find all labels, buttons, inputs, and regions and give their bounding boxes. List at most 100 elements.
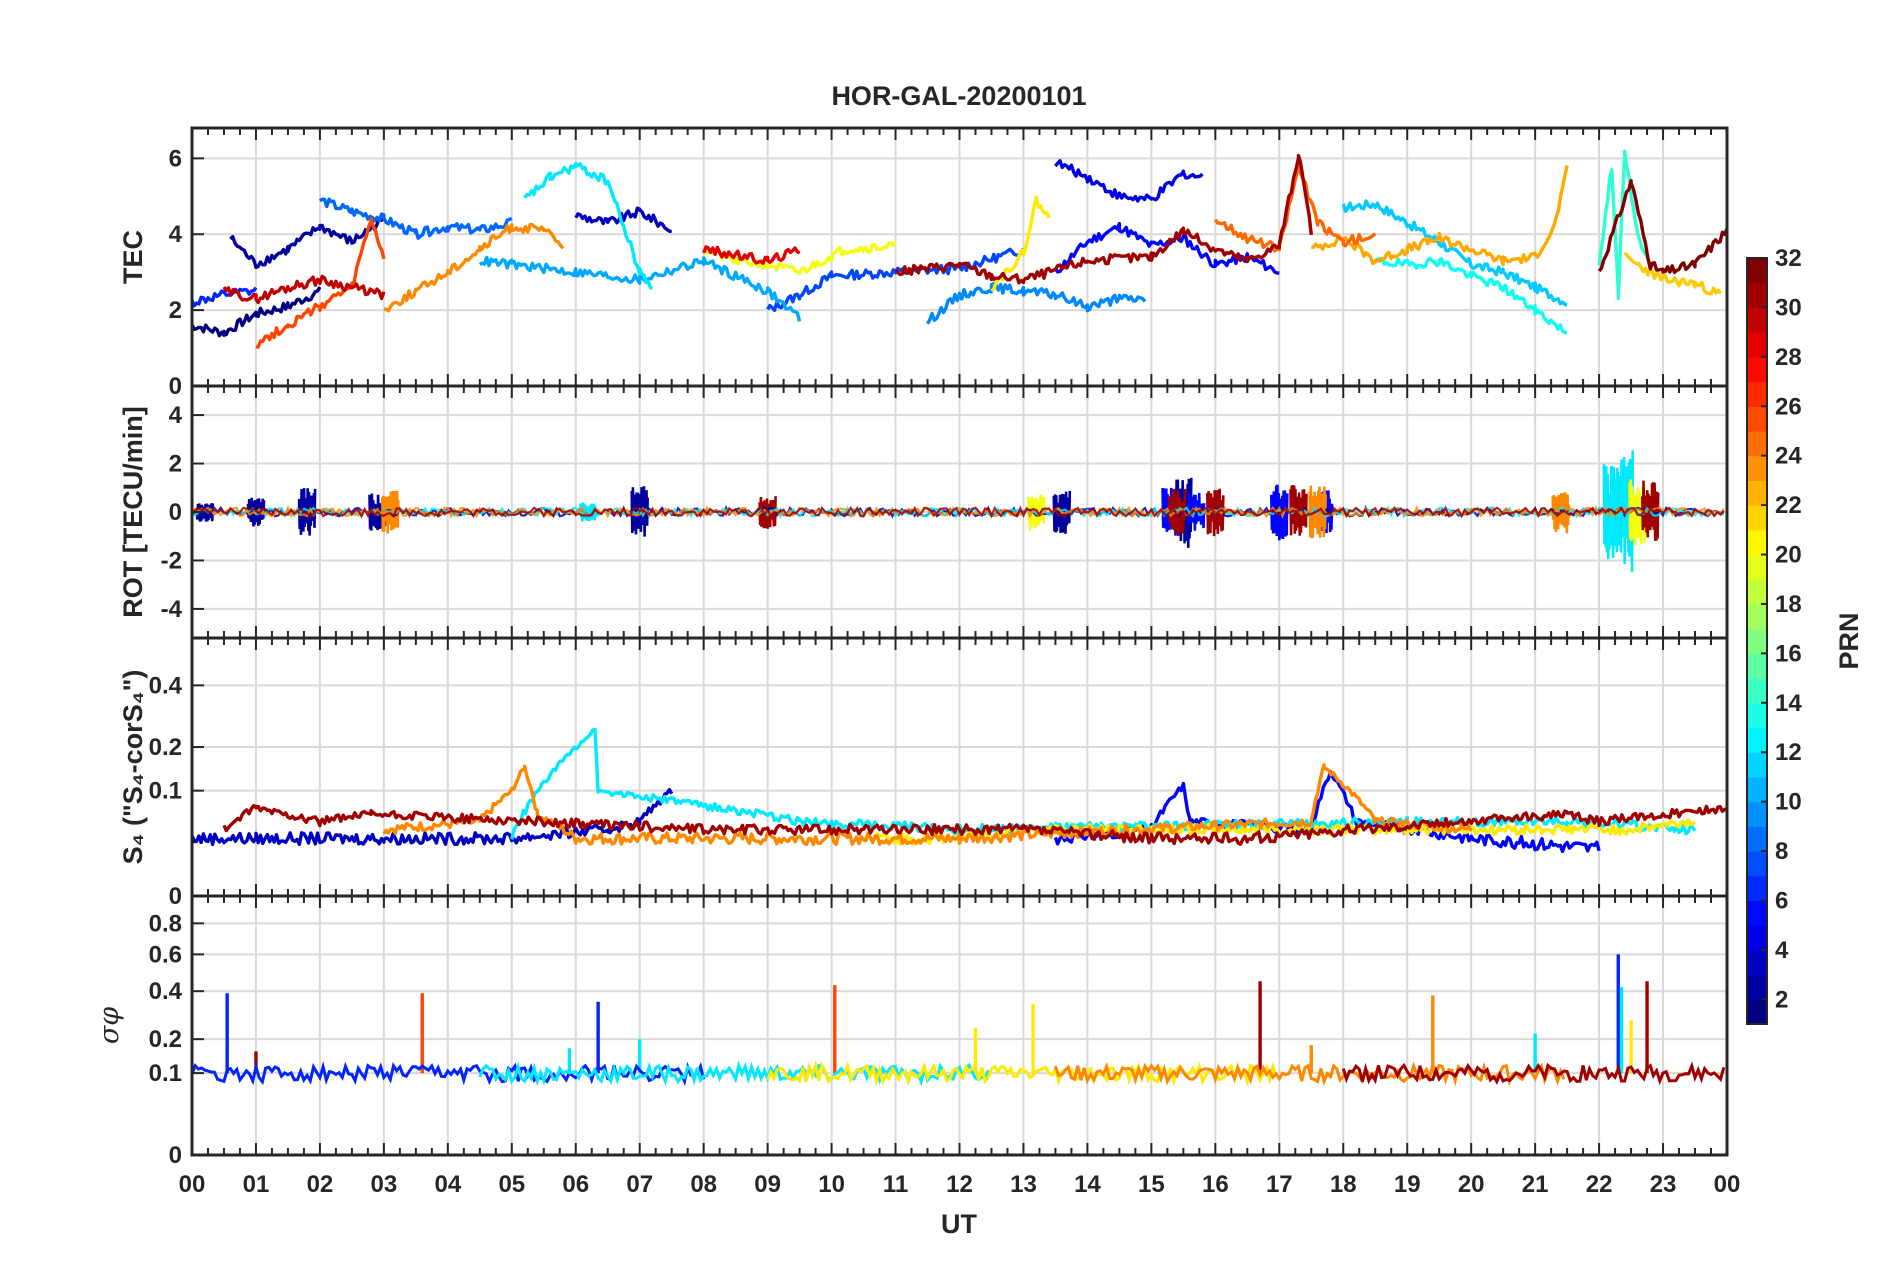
y-tick-label: 2 (169, 297, 182, 324)
colorbar-segment (1747, 776, 1767, 803)
colorbar-segment (1747, 455, 1767, 481)
x-tick-label: 13 (1010, 1171, 1037, 1198)
colorbar-segment (1747, 653, 1767, 679)
series-prn-20 (703, 240, 897, 275)
rot-burst-prn-31 (1641, 480, 1660, 541)
colorbar-segment (1747, 826, 1767, 852)
panel-sigma_phi: 0 0.1 0.2 0.4 0.6 0.8 σφ (94, 894, 1729, 1169)
colorbar-segment (1747, 529, 1767, 556)
rot-burst-prn-2 (297, 488, 317, 536)
panel-tec: 0 2 4 6 TEC (118, 126, 1729, 400)
y-axis-label-tec: TEC (118, 230, 148, 284)
x-tick-label: 04 (434, 1171, 461, 1198)
x-tick-label: 15 (1138, 1171, 1165, 1198)
series-prn-31 (222, 804, 1728, 846)
series-prn-30 (222, 274, 386, 305)
series-prn-10 (478, 255, 802, 322)
series-prn-22 (1623, 251, 1722, 296)
series-prn-21 (990, 195, 1051, 293)
series-prn-29 (702, 245, 801, 265)
colorbar-tick-label: 14 (1775, 690, 1802, 717)
colorbar-segment (1747, 480, 1767, 506)
colorbar-segment (1747, 603, 1767, 630)
colorbar-segment (1747, 356, 1767, 383)
colorbar-segment (1747, 801, 1767, 827)
y-tick-label: 0.8 (149, 910, 182, 937)
y-tick-label: 0 (169, 1142, 182, 1169)
colorbar-tick-label: 18 (1775, 591, 1802, 618)
series-prn-24 (383, 222, 565, 313)
series-prn-25 (1213, 163, 1377, 253)
series-prn-9 (926, 281, 1147, 325)
series-prn-12 (523, 162, 654, 290)
series-prn-14 (1597, 149, 1652, 301)
series-prn-6 (190, 286, 258, 308)
sigma-baseline-prn-24 (1053, 1060, 1566, 1087)
colorbar-segment (1747, 332, 1767, 358)
x-tick-label: 03 (371, 1171, 398, 1198)
rot-burst-prn-5 (1270, 484, 1289, 541)
x-tick-label: 10 (818, 1171, 845, 1198)
sigma-baseline-prn-31 (1341, 1061, 1726, 1086)
x-tick-label: 22 (1586, 1171, 1613, 1198)
x-tick-label: 20 (1458, 1171, 1485, 1198)
series-prn-23 (1311, 165, 1569, 267)
series-prn-3 (574, 206, 672, 234)
rot-baseline-prn-31 (191, 505, 1725, 519)
x-tick-label: 21 (1522, 1171, 1549, 1198)
colorbar-tick-label: 16 (1775, 640, 1802, 667)
series-prn-3 (190, 788, 674, 847)
colorbar-segment (1747, 702, 1767, 729)
colorbar-frame (1746, 257, 1768, 1025)
colorbar-tick-label: 20 (1775, 542, 1802, 569)
series-prn-11 (1341, 199, 1568, 307)
series-prn-4 (1054, 159, 1204, 203)
x-tick-label: 11 (883, 1171, 908, 1198)
colorbar-tick-label: 24 (1775, 443, 1802, 470)
colorbar-segment (1747, 381, 1767, 407)
y-tick-label: -2 (161, 547, 182, 574)
colorbar-segment (1747, 505, 1767, 531)
x-tick-label: 07 (626, 1171, 653, 1198)
rot-burst-prn-12 (579, 502, 598, 522)
x-tick-label: 17 (1266, 1171, 1293, 1198)
y-tick-label: 0.1 (149, 778, 182, 805)
colorbar-segment (1747, 258, 1767, 284)
colorbar-segment (1747, 406, 1767, 432)
x-tick-label: 23 (1650, 1171, 1677, 1198)
colorbar-tick-label: 22 (1775, 492, 1802, 519)
x-tick-label: 09 (754, 1171, 781, 1198)
y-tick-label: 4 (169, 402, 183, 429)
series-prn-31 (894, 153, 1313, 285)
y-axis-label-rot: ROT [TECU/min] (118, 406, 148, 617)
y-tick-label: 0.1 (149, 1060, 182, 1087)
y-tick-label: 0.2 (149, 1026, 182, 1053)
y-axis-label-sigma_phi: σφ (94, 1007, 125, 1044)
y-tick-label: 2 (169, 451, 182, 478)
y-tick-label: 0 (169, 499, 182, 526)
x-tick-label: 08 (690, 1171, 717, 1198)
y-axis-label-s4: S₄ ("S₄-corS₄") (118, 670, 148, 865)
colorbar-segment (1747, 554, 1767, 580)
colorbar-segment (1747, 307, 1767, 333)
colorbar-segment (1747, 430, 1767, 457)
colorbar-segment (1747, 974, 1767, 1000)
y-tick-label: -4 (161, 596, 183, 623)
y-tick-label: 4 (169, 221, 183, 248)
colorbar-segment (1747, 949, 1767, 976)
series-prn-13 (1374, 256, 1568, 335)
colorbar-segment (1747, 900, 1767, 926)
y-tick-label: 0 (169, 373, 182, 400)
colorbar-label: PRN (1834, 612, 1864, 669)
y-tick-label: 0 (169, 883, 182, 910)
colorbar-segment (1747, 727, 1767, 753)
series-prn-26 (255, 217, 386, 349)
panel-rot: -4 -2 0 2 4 ROT [TECU/min] (118, 384, 1729, 640)
colorbar-tick-label: 6 (1775, 887, 1788, 914)
x-tick-label: 00 (1714, 1171, 1741, 1198)
sigma-baseline-prn-21 (766, 1059, 1278, 1087)
colorbar-segment (1747, 999, 1767, 1025)
